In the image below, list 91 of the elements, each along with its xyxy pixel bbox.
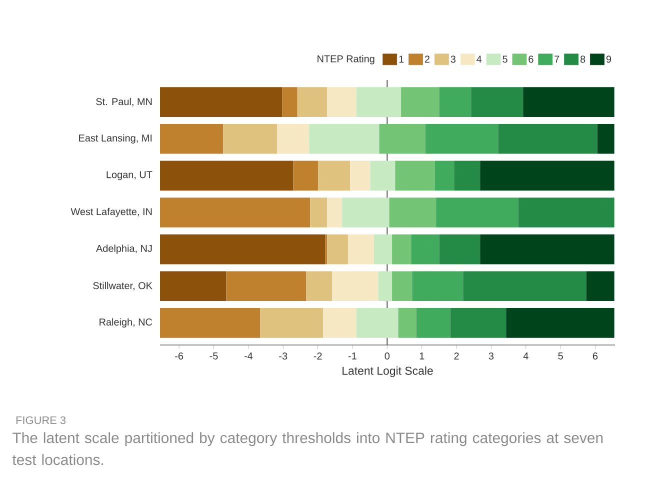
y-tick-label: Stillwater, OK — [93, 282, 152, 290]
bar — [160, 271, 226, 302]
legend-label: 9 — [606, 56, 612, 63]
x-tick-label: 2 — [454, 352, 459, 360]
bar — [160, 234, 326, 264]
bar — [439, 234, 480, 264]
x-tick-label: -4 — [244, 352, 253, 360]
bar — [389, 198, 436, 228]
bar — [523, 87, 614, 117]
bar — [471, 87, 524, 117]
x-tick-label: -5 — [210, 352, 218, 360]
bar — [277, 124, 310, 154]
x-tick-label: -2 — [314, 352, 322, 360]
bar — [370, 160, 396, 191]
bar — [160, 87, 282, 117]
x-tick-label: -3 — [279, 352, 288, 360]
legend-label: 3 — [450, 56, 456, 63]
bar — [342, 198, 390, 228]
legend-title: NTEP Rating — [318, 55, 374, 64]
bar — [435, 160, 454, 191]
bar — [160, 160, 294, 191]
bar — [398, 308, 416, 338]
legend-label: 1 — [399, 56, 404, 63]
bar — [309, 124, 380, 154]
bar — [160, 124, 224, 154]
x-tick-label: 0 — [384, 352, 390, 360]
bar — [293, 160, 318, 191]
x-tick-label: 3 — [488, 352, 494, 360]
legend-label: 7 — [554, 56, 560, 63]
legend-label: 5 — [502, 56, 508, 63]
x-axis-title: Latent Logit Scale — [342, 366, 433, 378]
bar — [378, 271, 392, 302]
bar — [374, 234, 392, 264]
bar — [356, 87, 402, 117]
bar — [392, 234, 412, 264]
bar — [297, 87, 328, 117]
bar — [436, 198, 518, 228]
bar — [480, 160, 614, 191]
bar — [310, 198, 328, 228]
bar — [348, 234, 374, 264]
caption: FIGURE 3 — [16, 416, 66, 424]
bar — [597, 124, 614, 154]
bar — [226, 271, 306, 302]
y-tick-label: East Lansing, MI — [79, 134, 152, 144]
bar — [327, 87, 356, 117]
bar — [463, 271, 586, 302]
bar — [416, 308, 450, 338]
y-tick-label: Adelphia, NJ — [96, 244, 152, 254]
y-tick-label: Logan, UT — [106, 171, 152, 180]
bar — [395, 160, 436, 191]
bar — [586, 271, 614, 302]
bar — [350, 160, 370, 191]
bar — [518, 198, 614, 228]
x-tick-label: 1 — [420, 352, 424, 360]
bar — [454, 160, 480, 191]
bar — [260, 308, 324, 338]
bar — [498, 124, 598, 154]
x-tick-label: 6 — [592, 352, 598, 360]
bar — [411, 234, 440, 264]
bar — [356, 308, 398, 338]
bar — [160, 198, 310, 228]
bar — [323, 308, 356, 338]
bar — [327, 234, 348, 264]
bar — [392, 271, 412, 302]
bar — [379, 124, 426, 154]
bar — [401, 87, 440, 117]
bar — [425, 124, 498, 154]
bar — [223, 124, 278, 154]
bar — [412, 271, 464, 302]
bar — [282, 87, 298, 117]
x-tick-label: -1 — [348, 352, 356, 360]
y-tick-label: St. Paul, MN — [96, 98, 152, 106]
legend-label: 8 — [580, 56, 586, 63]
x-tick-label: 4 — [523, 352, 528, 360]
y-tick-label: Raleigh, NC — [100, 318, 152, 328]
bar — [450, 308, 506, 338]
legend-label: 2 — [424, 56, 430, 63]
text: The latent scale partitioned by category thresholds into NTEP rating categories at seven test locations. — [12, 432, 603, 466]
x-tick-label: 5 — [558, 352, 563, 360]
legend-label: 6 — [528, 56, 534, 63]
bar — [332, 271, 378, 302]
y-tick-label: West Lafayette, IN — [70, 208, 152, 218]
bar — [306, 271, 332, 302]
bar — [327, 198, 342, 228]
x-tick-label: -6 — [175, 352, 184, 360]
bar — [318, 160, 350, 191]
legend-label: 4 — [476, 56, 482, 63]
bar — [160, 308, 260, 338]
bar — [439, 87, 472, 117]
bar — [506, 308, 614, 338]
bar — [480, 234, 614, 264]
